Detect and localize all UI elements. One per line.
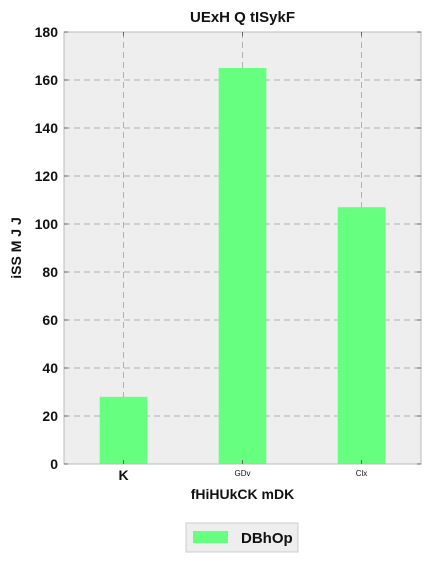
y-tick-label: 120	[35, 168, 59, 184]
legend-label: DBhOp	[241, 530, 293, 547]
x-tick-label: Clx	[356, 469, 368, 478]
x-tick-label: K	[118, 467, 128, 483]
bars	[99, 68, 386, 464]
y-axis-ticks: 0 20 40 60 80 100 120 140 160 180	[35, 24, 421, 472]
y-tick-label: 180	[35, 24, 59, 40]
y-tick-label: 100	[35, 216, 59, 232]
chart-title: UExH Q tISykF	[190, 9, 295, 26]
legend-swatch	[193, 531, 228, 543]
y-tick-label: 0	[50, 456, 58, 472]
y-tick-label: 160	[35, 72, 59, 88]
legend: DBhOp	[185, 522, 299, 553]
y-tick-label: 140	[35, 120, 59, 136]
x-tick-label: GDv	[235, 469, 251, 478]
x-axis-label: fHiHUkCK mDK	[191, 486, 294, 502]
y-tick-label: 80	[42, 264, 58, 280]
y-tick-label: 60	[42, 312, 58, 328]
y-tick-label: 40	[42, 360, 58, 376]
x-axis-ticks: K GDv Clx	[118, 32, 367, 483]
bar-GDv	[218, 68, 267, 464]
bar-K	[99, 396, 148, 464]
bar-Clx	[337, 207, 386, 464]
y-tick-label: 20	[42, 408, 58, 424]
y-axis-label: iSS M J J	[8, 217, 24, 278]
